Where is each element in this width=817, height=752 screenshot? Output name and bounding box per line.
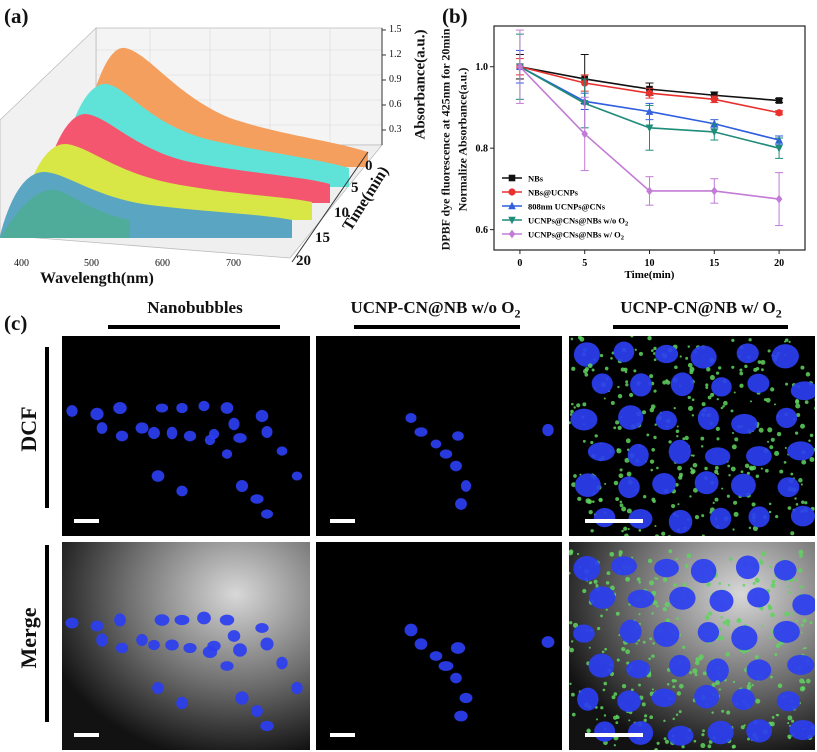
panel-a-depth-tick: 20 (296, 253, 311, 269)
data-point (581, 129, 589, 139)
panel-a-label: (a) (4, 4, 29, 28)
scale-bar (330, 519, 355, 523)
column-title-nanobubbles: Nanobubbles (147, 298, 243, 317)
data-point (775, 194, 783, 204)
row-bar (45, 545, 49, 722)
panel-a-depth-tick: 15 (315, 230, 330, 246)
panel-b-ylabel: DPBF dye fluorescence at 425nm for 20min (438, 28, 453, 251)
data-point (645, 89, 654, 97)
panel-a-xtick: 500 (84, 258, 99, 269)
data-point (508, 188, 516, 196)
panel-a-ztick: 1.5 (389, 24, 402, 35)
column-title-without-o2: UCNP-CN@NB w/o O2 (350, 298, 521, 321)
data-point (508, 216, 516, 225)
scale-bar (74, 519, 99, 523)
micrograph-with-o2-dcf (569, 336, 815, 536)
panel-b-ylabel2: Normalize Absorbance(a.u.) (455, 67, 470, 212)
micrograph-with-o2-merge (569, 542, 815, 750)
micrograph-without-o2-dcf (316, 336, 562, 536)
x-tick-label: 5 (582, 258, 587, 269)
panel-a-depth-tick: 5 (351, 180, 359, 196)
data-point (710, 186, 718, 196)
scale-bar (330, 733, 355, 737)
data-point (775, 109, 783, 117)
panel-b-line-chart: 0 5 10 15 20 0.6 0.8 1.0 Time(min) NBs NBs@UCNPs 80… (476, 25, 806, 281)
x-tick-label: 20 (774, 258, 784, 269)
row-title-merge: Merge (16, 607, 41, 669)
panel-a-zlabel: Absorbance(a.u.) (412, 29, 429, 140)
y-tick-label: 0.6 (476, 225, 489, 236)
x-tick-label: 10 (645, 258, 655, 269)
panel-a-depth-tick: 10 (334, 205, 349, 221)
legend-label: NBs@UCNPs (528, 188, 579, 198)
data-point (710, 128, 719, 137)
column-underline (108, 325, 280, 329)
panel-a-ztick: 0.6 (389, 99, 402, 110)
legend-label: UCNPs@CNs@NBs w/ O2 (528, 230, 624, 242)
data-point (710, 91, 718, 99)
panel-c-label: (c) (4, 311, 28, 335)
panel-a-ztick: 0.3 (389, 124, 402, 135)
row-title-dcf: DCF (16, 406, 41, 452)
data-point (775, 97, 783, 104)
panel-a-xtick: 700 (226, 258, 241, 269)
x-axis-label: Time(min) (625, 269, 675, 281)
column-title-with-o2: UCNP-CN@NB w/ O2 (620, 298, 782, 321)
scale-bar (585, 519, 643, 523)
panel-a-ztick: 0.9 (389, 74, 402, 85)
scale-bar (74, 733, 99, 737)
legend-label: UCNPs@CNs@NBs w/o O2 (528, 216, 628, 228)
scale-bar (585, 733, 643, 737)
column-underline (354, 325, 520, 329)
column-underline (613, 325, 788, 329)
data-point (508, 201, 516, 210)
micrograph-nanobubbles-dcf (62, 336, 310, 536)
panel-a-depth-tick: 0 (365, 158, 373, 174)
data-point (508, 174, 516, 182)
data-point (710, 95, 718, 103)
x-tick-label: 0 (517, 258, 522, 269)
panel-a-xlabel: Wavelength(nm) (40, 270, 154, 287)
y-tick-label: 1.0 (476, 62, 489, 73)
data-point (508, 229, 516, 239)
panel-b-label: (b) (442, 4, 468, 28)
panel-a-ztick: 1.2 (389, 49, 402, 60)
y-tick-label: 0.8 (476, 144, 489, 155)
legend-label: NBs (528, 174, 544, 184)
micrograph-nanobubbles-merge (62, 542, 310, 750)
data-point (516, 62, 524, 72)
row-bar (45, 347, 49, 508)
legend-label: 808nm UCNPs@CNs (528, 202, 606, 212)
micrograph-without-o2-merge (316, 542, 562, 750)
panel-a-xtick: 600 (155, 258, 170, 269)
data-point (645, 124, 654, 133)
panel-a-3d-spectra (0, 27, 386, 263)
panel-a-xtick: 400 (14, 258, 29, 269)
data-point (775, 144, 783, 153)
x-tick-label: 15 (709, 258, 719, 269)
